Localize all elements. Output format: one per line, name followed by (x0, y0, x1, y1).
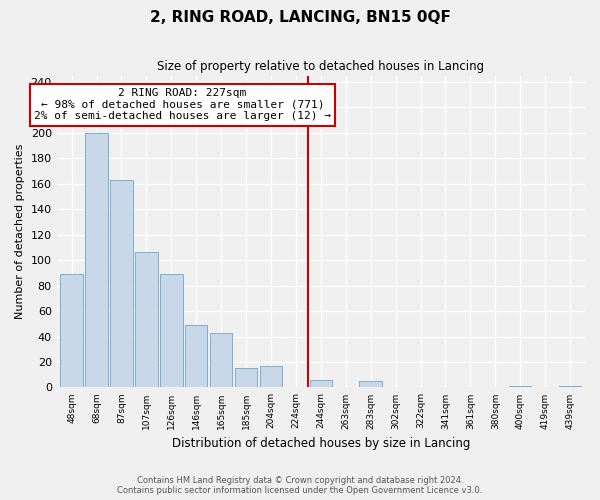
Bar (85, 133, 108, 388)
Bar (160, 274, 182, 388)
Bar (260, 366, 282, 388)
Text: Contains HM Land Registry data © Crown copyright and database right 2024.
Contai: Contains HM Land Registry data © Crown c… (118, 476, 482, 495)
Bar (359, 381, 382, 388)
Bar (185, 325, 208, 388)
Bar (61, 274, 83, 388)
Bar (110, 180, 133, 388)
Bar (135, 252, 158, 388)
Text: 2 RING ROAD: 227sqm
← 98% of detached houses are smaller (771)
2% of semi-detach: 2 RING ROAD: 227sqm ← 98% of detached ho… (34, 88, 331, 122)
X-axis label: Distribution of detached houses by size in Lancing: Distribution of detached houses by size … (172, 437, 470, 450)
Title: Size of property relative to detached houses in Lancing: Size of property relative to detached ho… (157, 60, 484, 73)
Bar (509, 386, 532, 388)
Bar (235, 368, 257, 388)
Bar (559, 386, 581, 388)
Bar (210, 332, 232, 388)
Text: 2, RING ROAD, LANCING, BN15 0QF: 2, RING ROAD, LANCING, BN15 0QF (149, 10, 451, 25)
Bar (310, 380, 332, 388)
Y-axis label: Number of detached properties: Number of detached properties (15, 144, 25, 319)
